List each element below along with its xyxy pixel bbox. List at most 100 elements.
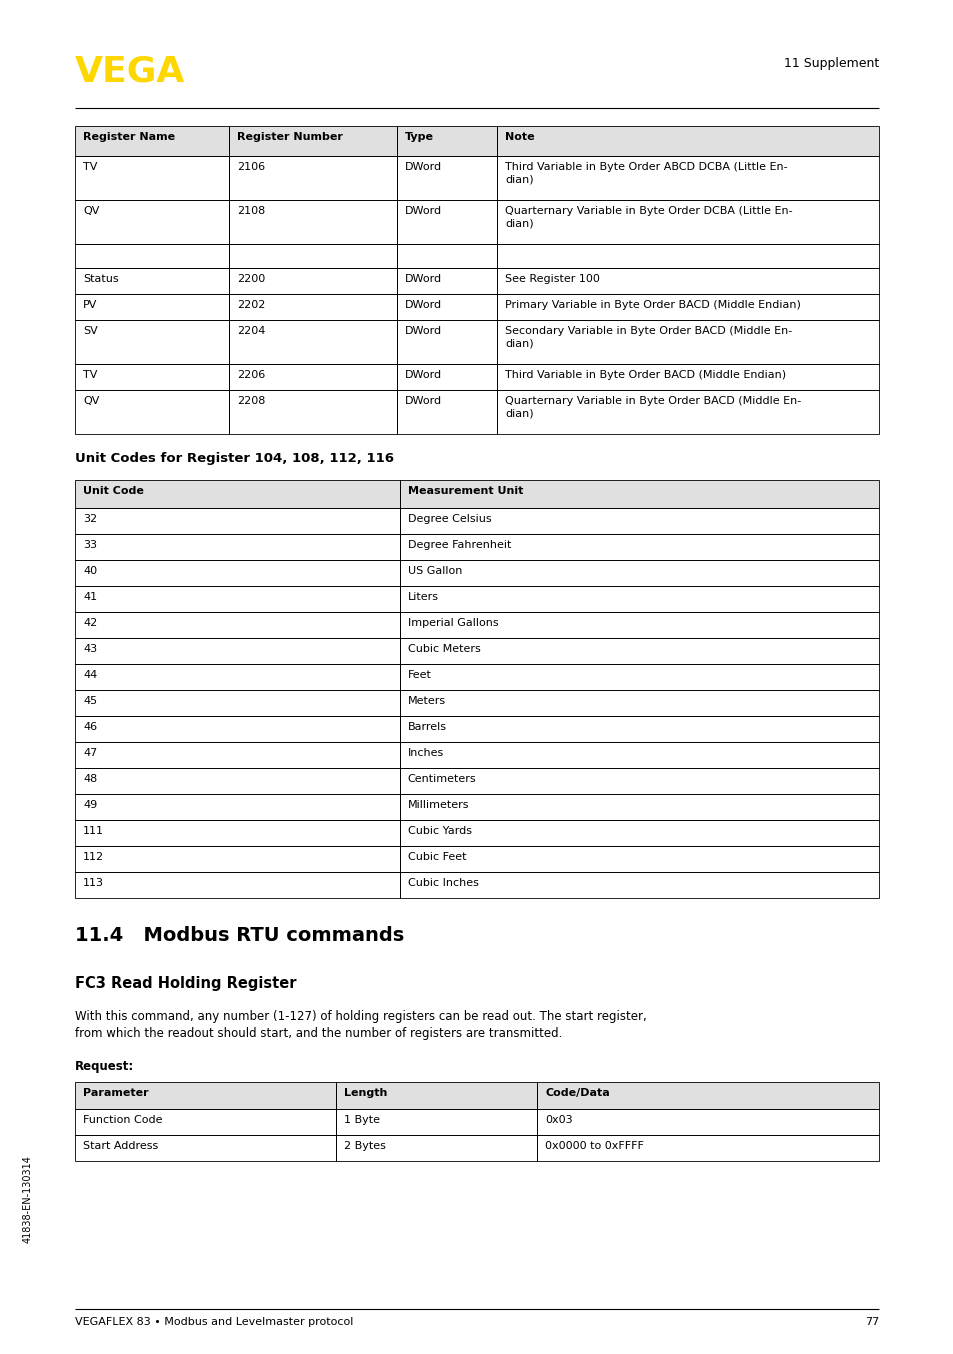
Bar: [75, 716, 399, 742]
Bar: [537, 1082, 878, 1109]
Text: Primary Variable in Byte Order BACD (Middle Endian): Primary Variable in Byte Order BACD (Mid…: [504, 301, 801, 310]
Bar: [399, 481, 878, 508]
Bar: [497, 268, 878, 294]
Bar: [229, 200, 396, 244]
Bar: [336, 1109, 537, 1135]
Bar: [399, 846, 878, 872]
Bar: [75, 663, 399, 691]
Text: 0x03: 0x03: [545, 1114, 573, 1125]
Text: VEGAFLEX 83 • Modbus and Levelmaster protocol: VEGAFLEX 83 • Modbus and Levelmaster pro…: [75, 1317, 353, 1327]
Text: Meters: Meters: [407, 696, 445, 705]
Text: 2106: 2106: [237, 162, 265, 172]
Bar: [399, 638, 878, 663]
Text: Barrels: Barrels: [407, 722, 446, 733]
Text: 33: 33: [83, 540, 97, 550]
Text: DWord: DWord: [404, 206, 441, 217]
Text: 112: 112: [83, 852, 104, 862]
Bar: [75, 481, 399, 508]
Text: Parameter: Parameter: [83, 1089, 149, 1098]
Bar: [75, 1109, 878, 1135]
Text: 45: 45: [83, 696, 97, 705]
Text: Secondary Variable in Byte Order BACD (Middle En-
dian): Secondary Variable in Byte Order BACD (M…: [504, 326, 792, 348]
Text: 11.4   Modbus RTU commands: 11.4 Modbus RTU commands: [75, 926, 404, 945]
Text: 2108: 2108: [237, 206, 265, 217]
Bar: [75, 268, 878, 294]
Bar: [537, 1135, 878, 1160]
Text: Degree Fahrenheit: Degree Fahrenheit: [407, 540, 511, 550]
Bar: [75, 742, 878, 768]
Bar: [75, 244, 229, 268]
Bar: [399, 793, 878, 821]
Bar: [75, 364, 878, 390]
Text: 2208: 2208: [237, 395, 266, 406]
Bar: [497, 244, 878, 268]
Text: Status: Status: [83, 274, 118, 284]
Bar: [497, 126, 878, 156]
Text: Degree Celsius: Degree Celsius: [407, 515, 491, 524]
Bar: [75, 793, 878, 821]
Bar: [75, 1135, 336, 1160]
Text: 47: 47: [83, 747, 97, 758]
Bar: [399, 742, 878, 768]
Text: 48: 48: [83, 774, 97, 784]
Bar: [75, 533, 399, 561]
Text: PV: PV: [83, 301, 97, 310]
Bar: [75, 390, 229, 435]
Bar: [75, 508, 399, 533]
Text: Start Address: Start Address: [83, 1141, 158, 1151]
Text: Third Variable in Byte Order ABCD DCBA (Little En-
dian): Third Variable in Byte Order ABCD DCBA (…: [504, 162, 787, 184]
Bar: [75, 320, 878, 364]
Text: Code/Data: Code/Data: [545, 1089, 609, 1098]
Bar: [229, 294, 396, 320]
Bar: [399, 586, 878, 612]
Bar: [75, 612, 878, 638]
Bar: [229, 390, 396, 435]
Bar: [75, 294, 229, 320]
Text: Measurement Unit: Measurement Unit: [407, 486, 522, 496]
Bar: [396, 268, 497, 294]
Bar: [75, 793, 399, 821]
Bar: [75, 872, 878, 898]
Bar: [75, 561, 878, 586]
Bar: [396, 390, 497, 435]
Text: FC3 Read Holding Register: FC3 Read Holding Register: [75, 976, 296, 991]
Text: QV: QV: [83, 206, 99, 217]
Text: 42: 42: [83, 617, 97, 628]
Text: Note: Note: [504, 131, 535, 142]
Text: Quarternary Variable in Byte Order BACD (Middle En-
dian): Quarternary Variable in Byte Order BACD …: [504, 395, 801, 418]
Text: DWord: DWord: [404, 326, 441, 336]
Text: 2200: 2200: [237, 274, 265, 284]
Text: US Gallon: US Gallon: [407, 566, 461, 575]
Text: DWord: DWord: [404, 301, 441, 310]
Bar: [75, 156, 878, 200]
Text: Request:: Request:: [75, 1060, 134, 1072]
Bar: [75, 1109, 336, 1135]
Bar: [497, 364, 878, 390]
Bar: [75, 126, 229, 156]
Text: 0x0000 to 0xFFFF: 0x0000 to 0xFFFF: [545, 1141, 643, 1151]
Bar: [75, 691, 399, 716]
Bar: [75, 1082, 336, 1109]
Bar: [497, 320, 878, 364]
Text: Cubic Yards: Cubic Yards: [407, 826, 472, 835]
Bar: [229, 156, 396, 200]
Text: Cubic Inches: Cubic Inches: [407, 877, 478, 888]
Bar: [75, 156, 229, 200]
Text: 113: 113: [83, 877, 104, 888]
Bar: [75, 612, 399, 638]
Bar: [75, 846, 399, 872]
Bar: [336, 1082, 537, 1109]
Bar: [75, 1082, 878, 1109]
Bar: [75, 320, 229, 364]
Bar: [229, 364, 396, 390]
Bar: [75, 821, 399, 846]
Text: TV: TV: [83, 162, 97, 172]
Bar: [75, 846, 878, 872]
Text: Inches: Inches: [407, 747, 443, 758]
Bar: [396, 200, 497, 244]
Text: QV: QV: [83, 395, 99, 406]
Text: Centimeters: Centimeters: [407, 774, 476, 784]
Bar: [75, 638, 399, 663]
Text: 41: 41: [83, 592, 97, 603]
Bar: [497, 200, 878, 244]
